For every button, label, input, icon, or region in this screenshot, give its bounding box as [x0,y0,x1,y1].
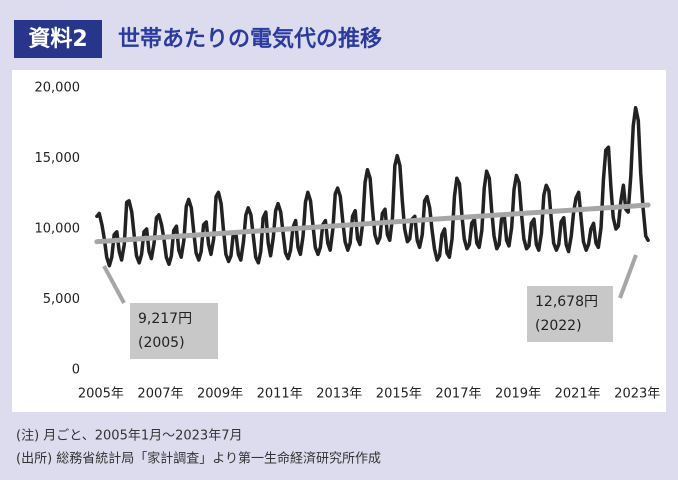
x-tick-label: 2023年 [614,387,660,402]
leader-line [618,254,638,299]
annotation-text: 9,217円 [138,311,192,327]
data-line [95,105,650,268]
trend-line [94,202,651,245]
annotation-sub: (2022) [535,318,582,334]
note: (注) 月ごと、2005年1月～2023年7月 [16,428,242,444]
x-tick-label: 2019年 [495,387,541,402]
annotation-sub: (2005) [138,335,185,351]
annotation-box [130,303,218,359]
y-tick-label: 0 [72,363,80,378]
annotation-box [527,286,613,342]
x-tick-label: 2017年 [435,387,481,402]
x-tick-label: 2013年 [316,387,362,402]
x-tick-label: 2015年 [376,387,422,402]
x-tick-label: 2011年 [257,387,303,402]
x-tick-label: 2021年 [555,387,601,402]
y-tick-label: 10,000 [35,222,81,237]
source: (出所) 総務省統計局「家計調査」より第一生命経済研究所作成 [16,451,381,467]
leader-line [102,265,126,304]
label-box [14,20,102,58]
x-tick-label: 2009年 [197,387,243,402]
y-tick-label: 5,000 [43,292,80,307]
label: 資料2 [28,26,87,52]
y-tick-label: 20,000 [35,81,81,96]
y-tick-label: 15,000 [35,151,81,166]
x-tick-label: 2007年 [137,387,183,402]
chart-title: 世帯あたりの電気代の推移 [118,26,382,52]
annotation-text: 12,678円 [535,294,598,310]
x-tick-label: 2005年 [78,387,124,402]
